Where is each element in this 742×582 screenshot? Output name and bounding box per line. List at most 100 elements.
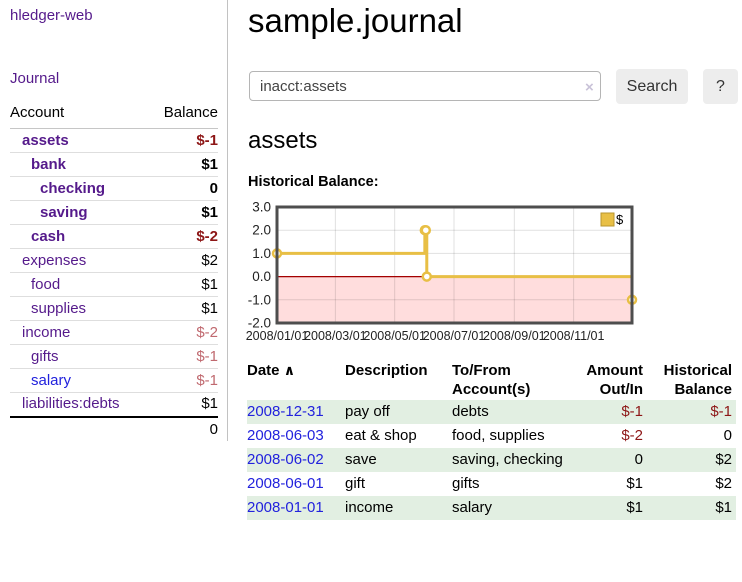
date-column-header[interactable]: Date ∧ (247, 362, 296, 379)
sidebar-account-link[interactable]: expenses (22, 251, 87, 269)
transaction-row: 2008-01-01 income salary $1 $1 (247, 496, 736, 520)
sidebar-account-link[interactable]: income (22, 323, 71, 341)
account-name-cell: liabilities:debts (10, 392, 150, 417)
total-spacer (10, 415, 150, 441)
amount-cell: 0 (634, 451, 643, 468)
account-row: income $-2 (10, 320, 218, 345)
balance-cell: $1 (715, 499, 732, 516)
account-balance: $1 (149, 392, 218, 417)
y-tick-label: -2.0 (248, 316, 271, 331)
account-name-cell: bank (10, 152, 150, 177)
transaction-date-link[interactable]: 2008-12-31 (247, 403, 324, 420)
account-name-cell: salary (10, 368, 150, 393)
account-name-cell: supplies (10, 296, 150, 321)
balance-cell: 0 (723, 427, 732, 444)
register-header-row: Date ∧ Description To/From Account(s) Am… (247, 359, 736, 400)
balance-column-header: Balance (149, 100, 218, 129)
y-tick-label: 1.0 (252, 246, 271, 261)
transaction-row: 2008-06-03 eat & shop food, supplies $-2 0 (247, 424, 736, 448)
accounts-cell: salary (452, 499, 493, 516)
transaction-date-link[interactable]: 2008-06-02 (247, 451, 324, 468)
account-row: saving $1 (10, 200, 218, 225)
sidebar-account-link[interactable]: checking (40, 179, 106, 197)
sidebar-account-link[interactable]: liabilities:debts (22, 395, 120, 413)
transaction-date-link[interactable]: 2008-06-03 (247, 427, 324, 444)
account-name-cell: checking (10, 176, 150, 201)
accounts-table-header: Account Balance (10, 100, 218, 129)
account-name-cell: expenses (10, 248, 150, 273)
transaction-row: 2008-06-02 save saving, checking 0 $2 (247, 448, 736, 472)
historical-balance-chart: $3.0 2.0 1.0 0.0 -1.0 -2.02008/01/012008/03/0… (246, 200, 638, 343)
accounts-cell: saving, checking (452, 451, 563, 468)
accounts-cell: debts (452, 403, 489, 420)
accounts-total-row: 0 (10, 415, 218, 441)
account-row: expenses $2 (10, 248, 218, 273)
transaction-date-link[interactable]: 2008-06-01 (247, 475, 324, 492)
x-tick-label: 2008/03/01 (304, 329, 367, 343)
sidebar-account-link[interactable]: assets (22, 131, 69, 149)
sidebar-item-journal[interactable]: Journal (10, 70, 60, 87)
plot-border (275, 205, 634, 325)
data-point-marker (421, 271, 433, 282)
accounts-total-balance: 0 (149, 415, 218, 441)
account-row: cash $-2 (10, 224, 218, 249)
x-tick-label: 2008/01/01 (246, 329, 309, 343)
account-row: assets $-1 (10, 128, 218, 153)
chart-heading: Historical Balance: (248, 174, 379, 190)
clear-search-icon[interactable]: × (585, 79, 594, 96)
description-cell: eat & shop (345, 427, 417, 444)
transaction-row: 2008-06-01 gift gifts $1 $2 (247, 472, 736, 496)
amount-cell: $-2 (621, 427, 643, 444)
legend-label: $ (616, 212, 624, 227)
y-tick-label: -1.0 (248, 292, 271, 307)
account-row: liabilities:debts $1 (10, 392, 218, 417)
app-title-link[interactable]: hledger-web (10, 7, 93, 24)
date-cell: 2008-01-01 (247, 496, 345, 520)
accounts-balance-table: Account Balance assets $-1 bank $1 checking 0… (10, 100, 218, 441)
account-row: salary $-1 (10, 368, 218, 393)
sidebar-account-link[interactable]: gifts (31, 347, 59, 365)
description-cell: gift (345, 475, 366, 492)
search-input[interactable] (249, 71, 601, 101)
transaction-row: 2008-12-31 pay off debts $-1 $-1 (247, 400, 736, 424)
negative-region (277, 276, 632, 323)
y-tick-label: 3.0 (252, 200, 271, 215)
account-balance: $-2 (149, 320, 218, 345)
sidebar-account-link[interactable]: saving (40, 203, 88, 221)
x-tick-label: 2008/11/01 (543, 329, 605, 343)
date-cell: 2008-12-31 (247, 400, 345, 424)
date-cell: 2008-06-03 (247, 424, 345, 448)
tofrom-column-header: To/From Account(s) (452, 362, 531, 398)
account-column-header: Account (10, 100, 150, 129)
page-title: sample.journal (248, 2, 463, 39)
balance-column-header: Historical Balance (663, 362, 732, 398)
accounts-cell: gifts (452, 475, 480, 492)
account-balance: 0 (149, 176, 218, 201)
sidebar-account-link[interactable]: salary (31, 371, 72, 389)
account-name-cell: income (10, 320, 150, 345)
x-tick-label: 2008/07/01 (423, 329, 486, 343)
balance-cell: $2 (715, 451, 732, 468)
sidebar-account-link[interactable]: cash (31, 227, 66, 245)
account-row: supplies $1 (10, 296, 218, 321)
account-balance: $-1 (149, 128, 218, 153)
search-button[interactable]: Search (616, 69, 688, 104)
account-balance: $1 (149, 296, 218, 321)
sidebar-account-link[interactable]: supplies (31, 299, 87, 317)
help-button[interactable]: ? (703, 69, 738, 104)
balance-cell: $-1 (710, 403, 732, 420)
account-balance: $-1 (149, 368, 218, 393)
account-name-cell: food (10, 272, 150, 297)
account-name-cell: cash (10, 224, 150, 249)
account-balance: $-1 (149, 344, 218, 369)
account-balance: $-2 (149, 224, 218, 249)
balance-cell: $2 (715, 475, 732, 492)
amount-column-header: Amount Out/In (586, 362, 643, 398)
date-cell: 2008-06-01 (247, 472, 345, 496)
amount-cell: $1 (626, 499, 643, 516)
sidebar: hledger-web Journal Account Balance asse… (0, 0, 228, 441)
sidebar-account-link[interactable]: food (31, 275, 61, 293)
transaction-date-link[interactable]: 2008-01-01 (247, 499, 324, 516)
sidebar-account-link[interactable]: bank (31, 155, 67, 173)
description-cell: pay off (345, 403, 390, 420)
